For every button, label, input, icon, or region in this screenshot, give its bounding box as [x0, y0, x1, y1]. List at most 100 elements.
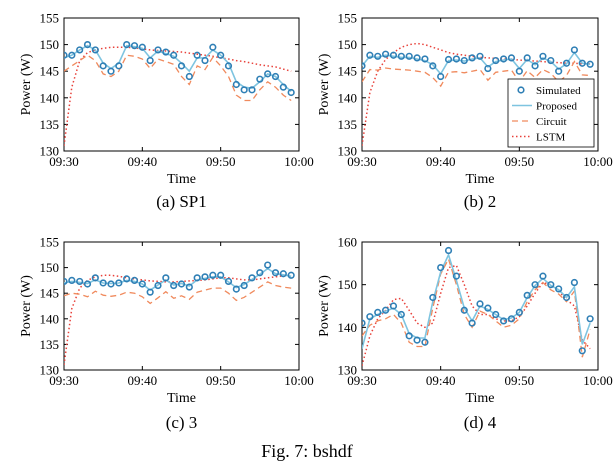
series-line-lstm	[64, 46, 292, 146]
data-point-simulated	[468, 54, 476, 62]
data-point-simulated	[460, 306, 468, 314]
data-point-simulated	[170, 51, 178, 59]
data-point-simulated	[177, 280, 186, 288]
data-point-simulated	[366, 51, 374, 59]
data-point-simulated	[531, 62, 539, 70]
data-point-simulated	[209, 271, 217, 279]
data-point-simulated	[232, 285, 240, 293]
data-point-simulated	[138, 43, 146, 51]
y-axis-label: Power (W)	[19, 275, 34, 337]
data-point-simulated	[413, 336, 421, 344]
x-tick-label: 09:40	[426, 154, 456, 169]
data-point-simulated	[570, 278, 579, 287]
axes-frame	[63, 241, 300, 371]
plot-area	[64, 261, 295, 366]
data-point-simulated	[115, 279, 123, 287]
data-point-simulated	[76, 277, 84, 286]
data-point-simulated	[413, 54, 421, 62]
data-point-simulated	[68, 51, 76, 59]
plot-area	[362, 42, 594, 146]
data-point-simulated	[484, 304, 492, 312]
y-tick-label: 150	[40, 37, 60, 52]
data-point-simulated	[107, 280, 115, 288]
data-point-simulated	[452, 272, 461, 280]
data-point-simulated	[68, 276, 76, 285]
y-axis-label: Power (W)	[317, 53, 332, 115]
data-point-simulated	[460, 56, 468, 65]
subplot-caption: (b) 2	[464, 192, 497, 211]
y-tick-label: 130	[40, 144, 60, 159]
y-tick-label: 155	[40, 235, 60, 250]
data-point-simulated	[209, 43, 217, 51]
chart-panel-2: 130 135 140 145 150 155 09:30 09:40 09:50 10:00 Ti…	[317, 11, 613, 212]
data-point-simulated	[547, 56, 555, 65]
legend: Simulated Proposed Circuit LSTM	[507, 78, 595, 148]
legend-label-simulated: Simulated	[536, 85, 581, 97]
data-point-simulated	[138, 280, 146, 288]
data-point-simulated	[374, 52, 382, 60]
data-point-simulated	[586, 60, 594, 68]
y-axis-label: Power (W)	[317, 275, 332, 337]
data-point-simulated	[240, 281, 248, 290]
data-point-simulated	[374, 308, 382, 317]
x-tick-label: 10:00	[284, 154, 314, 169]
data-point-simulated	[64, 277, 68, 286]
data-point-simulated	[492, 310, 500, 319]
data-point-simulated	[539, 52, 547, 60]
x-tick-label: 10:00	[284, 373, 314, 388]
data-point-simulated	[382, 50, 390, 58]
data-point-simulated	[91, 46, 99, 54]
data-point-simulated	[64, 51, 68, 59]
data-point-simulated	[476, 300, 484, 308]
series-line-circuit	[64, 54, 292, 102]
data-point-simulated	[154, 46, 162, 54]
data-point-simulated	[405, 332, 413, 340]
data-point-simulated	[185, 72, 193, 81]
data-point-simulated	[256, 75, 264, 83]
plot-area	[64, 40, 295, 146]
data-point-simulated	[146, 56, 154, 65]
data-point-simulated	[507, 54, 516, 62]
x-tick-label: 10:00	[583, 154, 613, 169]
plot-area	[362, 246, 594, 366]
data-point-simulated	[83, 280, 92, 288]
data-point-simulated	[484, 64, 492, 73]
legend-label-circuit: Circuit	[536, 116, 567, 128]
x-tick-label: 09:40	[128, 154, 158, 169]
chart-panel-1: 130 135 140 145 150 155 09:30 09:40 09:50 10:00 Ti…	[19, 11, 314, 212]
x-axis-label: Time	[465, 391, 494, 406]
y-tick-label: 155	[40, 11, 60, 26]
data-point-simulated	[217, 271, 225, 279]
data-point-simulated	[224, 277, 233, 286]
axes-frame	[63, 17, 300, 152]
data-point-simulated	[115, 62, 123, 70]
data-point-simulated	[154, 281, 162, 290]
x-tick-label: 09:30	[49, 373, 79, 388]
data-point-simulated	[279, 83, 287, 91]
data-point-simulated	[193, 274, 201, 282]
x-tick-label: 09:50	[206, 154, 236, 169]
legend-label-proposed: Proposed	[536, 101, 577, 113]
data-point-simulated	[177, 62, 186, 70]
data-point-simulated	[123, 40, 131, 49]
data-point-simulated	[437, 264, 445, 272]
y-axis-label: Power (W)	[19, 53, 34, 115]
data-point-simulated	[362, 319, 366, 327]
legend-box	[507, 78, 595, 148]
data-point-simulated	[217, 51, 225, 59]
data-point-simulated	[146, 288, 154, 296]
data-point-simulated	[539, 272, 547, 280]
data-point-simulated	[170, 281, 178, 290]
data-point-simulated	[201, 56, 209, 65]
y-tick-label: 145	[40, 286, 60, 301]
data-point-simulated	[562, 59, 571, 67]
x-tick-label: 09:50	[206, 373, 236, 388]
data-point-simulated	[201, 273, 209, 281]
data-point-simulated	[162, 274, 170, 282]
data-point-simulated	[287, 271, 295, 279]
data-point-simulated	[578, 59, 586, 67]
data-point-simulated	[397, 310, 405, 319]
y-tick-label: 140	[338, 320, 358, 335]
data-point-simulated	[429, 293, 437, 302]
